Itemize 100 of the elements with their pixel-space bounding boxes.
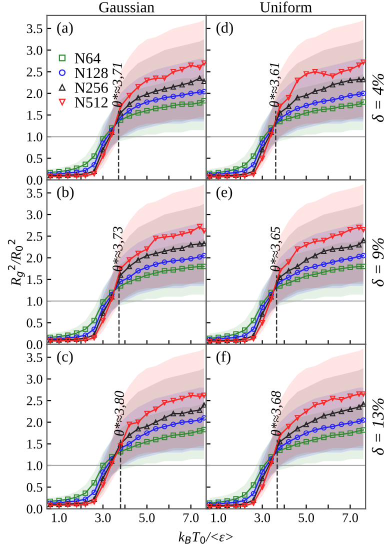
point: [153, 236, 158, 242]
point: [196, 89, 202, 95]
point: [360, 417, 366, 423]
point: [360, 252, 366, 258]
point: [118, 448, 124, 454]
y-tick-label: 1.0: [27, 132, 42, 142]
point: [144, 410, 150, 416]
point: [360, 99, 366, 105]
point: [360, 226, 366, 232]
x-tick-label: 5.0: [298, 513, 314, 522]
point: [100, 482, 106, 488]
point: [356, 242, 362, 248]
point: [294, 441, 300, 447]
point: [135, 84, 141, 90]
point: [330, 73, 336, 79]
point: [286, 104, 292, 110]
point: [153, 406, 158, 412]
ref-line-label: θ*≈3,68: [270, 390, 283, 436]
point: [360, 90, 366, 96]
point: [170, 398, 176, 404]
point: [100, 476, 106, 482]
point: [91, 490, 97, 496]
point: [304, 242, 309, 248]
point: [188, 408, 194, 414]
point: [126, 422, 132, 428]
annotation: (c): [57, 350, 73, 365]
point: [196, 428, 202, 434]
point: [338, 80, 344, 86]
point: [312, 252, 318, 258]
point: [347, 66, 353, 72]
point: [188, 80, 194, 86]
point: [250, 482, 256, 488]
point: [144, 438, 150, 444]
point: [286, 268, 292, 274]
point: [260, 311, 265, 317]
x-tick-label: 7.0: [342, 513, 358, 522]
point: [82, 500, 88, 506]
point: [100, 462, 106, 468]
point: [347, 256, 353, 262]
point: [286, 94, 292, 100]
point: [304, 71, 309, 77]
point: [233, 496, 239, 502]
point: [242, 173, 248, 179]
point: [312, 402, 318, 408]
point: [286, 424, 292, 430]
point: [294, 434, 300, 440]
point: [360, 60, 366, 65]
point: [144, 92, 150, 97]
point: [338, 397, 344, 402]
point: [330, 97, 336, 103]
point: [286, 444, 292, 450]
x-tick-label: 3.0: [254, 513, 270, 522]
point: [170, 102, 176, 108]
point: [260, 136, 265, 142]
point: [294, 94, 300, 100]
point: [170, 267, 176, 273]
point: [286, 110, 292, 116]
point: [356, 62, 362, 68]
point: [260, 469, 265, 475]
point: [179, 396, 185, 402]
y-tick-label: 1.5: [27, 275, 42, 284]
point: [135, 268, 141, 274]
point: [321, 98, 327, 104]
point: [135, 257, 141, 263]
point: [188, 392, 194, 398]
point: [286, 280, 292, 286]
point: [162, 268, 168, 274]
point: [321, 106, 327, 112]
point: [338, 94, 344, 100]
point: [162, 86, 168, 92]
point: [304, 273, 309, 279]
point: [91, 171, 97, 177]
point: [126, 92, 132, 98]
point: [338, 422, 344, 428]
annotation: (d): [216, 22, 233, 36]
point: [179, 92, 185, 98]
point: [268, 460, 274, 466]
point: [330, 396, 336, 402]
point: [196, 241, 202, 247]
point: [144, 252, 150, 258]
point: [347, 394, 353, 399]
point: [250, 497, 256, 503]
point: [201, 426, 206, 432]
point: [260, 464, 265, 470]
point: [196, 224, 202, 230]
point: [144, 424, 150, 430]
point: [170, 233, 176, 239]
y-tick-label: 1.5: [27, 110, 42, 120]
point: [250, 318, 256, 324]
point: [135, 102, 141, 108]
point: [126, 257, 132, 263]
point: [144, 430, 150, 436]
y-tick-label: 0.0: [26, 176, 42, 185]
point: [250, 153, 256, 159]
chart-title: Gaussian: [99, 2, 154, 12]
y-tick-label: 2.5: [26, 396, 42, 406]
point: [321, 425, 327, 431]
point: [100, 146, 106, 152]
point: [65, 168, 71, 174]
point: [321, 71, 327, 77]
